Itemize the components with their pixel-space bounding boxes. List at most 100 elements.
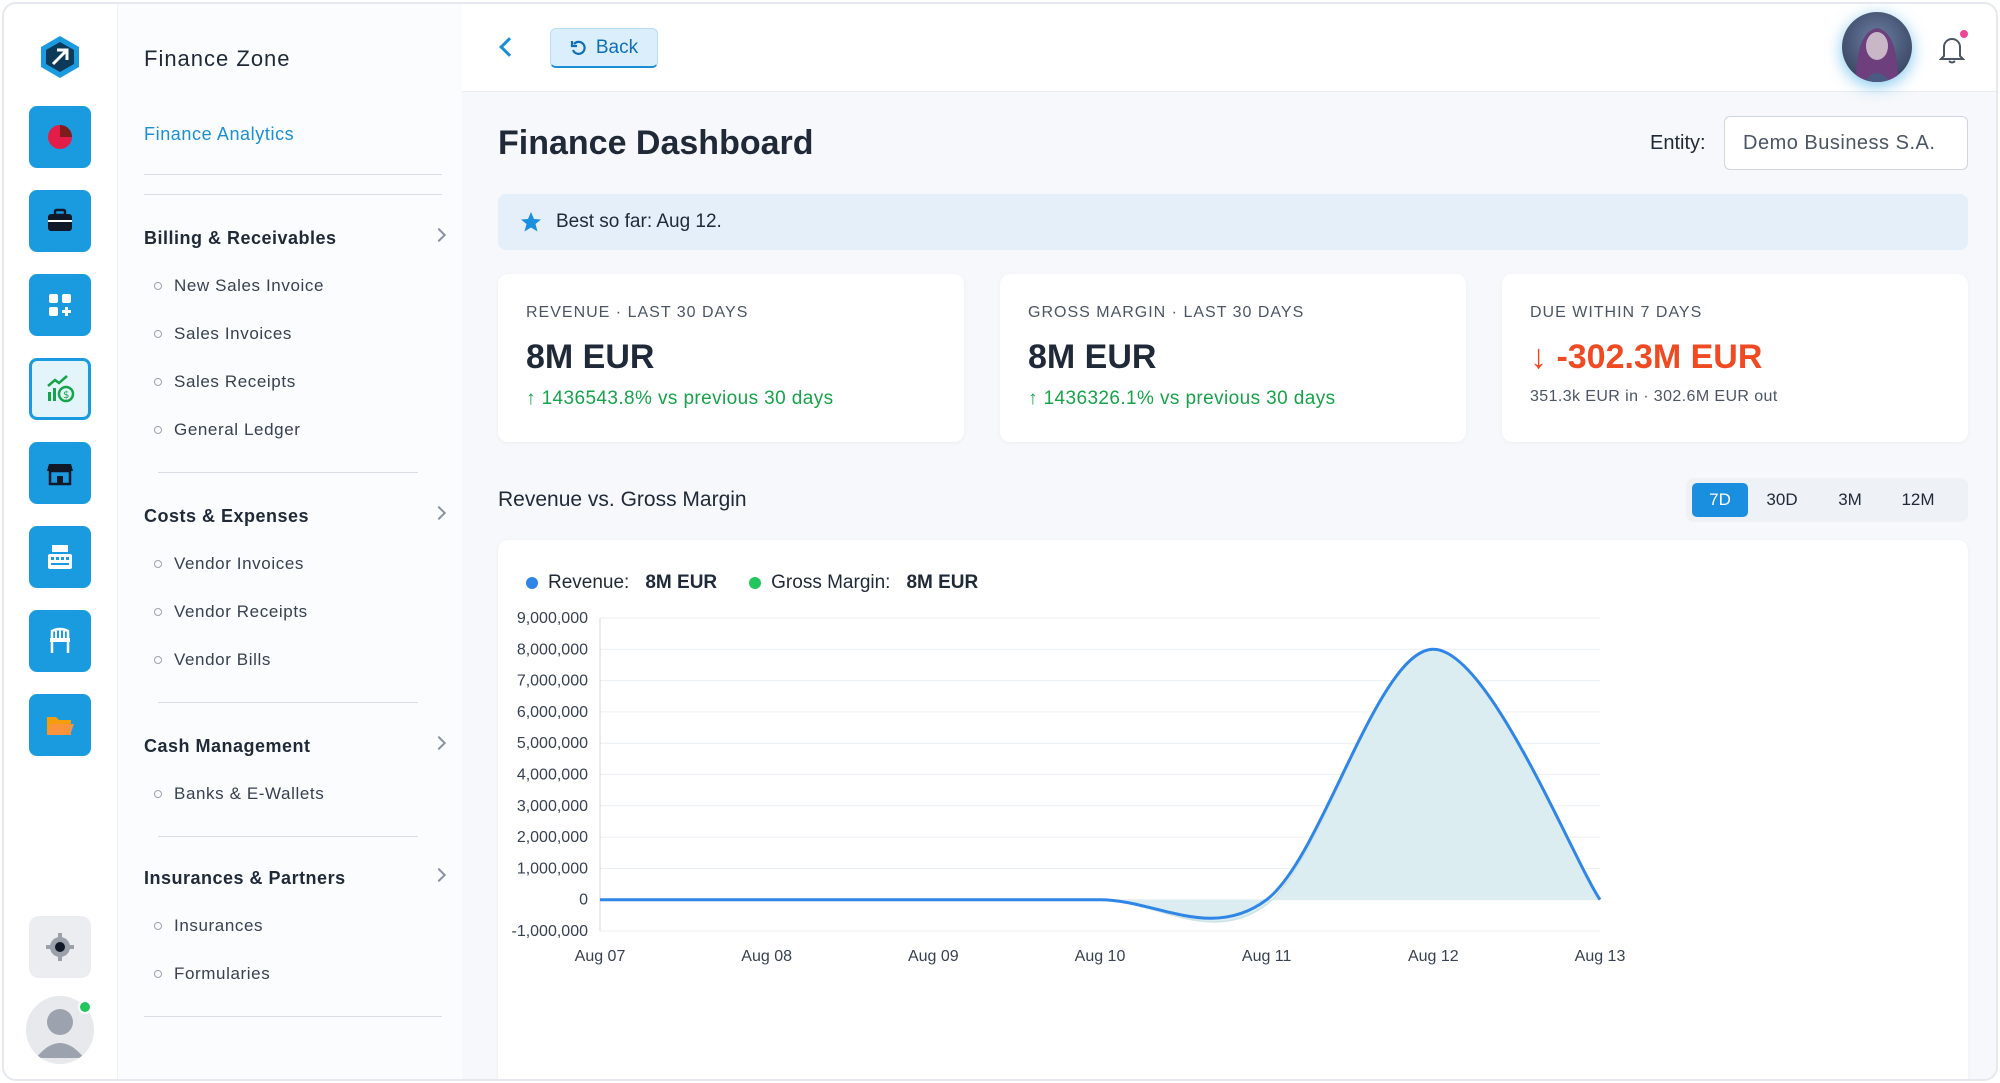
gear-icon [46, 933, 74, 961]
sidebar-item-vendor-invoices[interactable]: Vendor Invoices [154, 554, 304, 574]
range-option-3m[interactable]: 3M [1838, 490, 1862, 509]
star-icon [521, 212, 541, 232]
banner-text: Best so far: Aug 12. [556, 211, 722, 232]
legend-item-revenue[interactable]: Revenue: 8M EUR [526, 572, 717, 594]
x-tick-label: Aug 09 [908, 948, 959, 965]
finance-analytics-link[interactable]: Finance Analytics [144, 124, 295, 144]
sidebar-item-label: Vendor Bills [174, 650, 271, 669]
chevron-right-icon [431, 735, 447, 751]
kpi-label: REVENUE · LAST 30 DAYS [526, 304, 749, 321]
bullet-icon [154, 378, 162, 386]
revenue-margin-chart: 9,000,000 8,000,000 7,000,000 6,000,000 5,00… [511, 610, 1625, 965]
kpi-change-text: 1436326.1% vs previous 30 days [1043, 388, 1336, 409]
rail-briefcase-button[interactable] [29, 190, 91, 252]
legend-value: 8M EUR [645, 572, 718, 593]
sidebar-item-vendor-bills[interactable]: Vendor Bills [154, 650, 271, 670]
y-tick-label: 5,000,000 [517, 735, 588, 752]
zone-title: Finance Zone [144, 46, 291, 71]
y-tick-label: 7,000,000 [517, 673, 588, 690]
y-tick-label: 4,000,000 [517, 767, 588, 784]
y-tick-label: 2,000,000 [517, 829, 588, 846]
group-insurances-partners[interactable]: Insurances & Partners [144, 867, 447, 889]
group-cash-management[interactable]: Cash Management [144, 735, 447, 757]
arrow-down-icon: ↓ [1530, 338, 1547, 376]
briefcase-icon [48, 208, 72, 231]
x-tick-label: Aug 07 [575, 948, 626, 965]
revenue-line [600, 647, 1602, 920]
divider [158, 702, 418, 703]
bullet-icon [154, 970, 162, 978]
kpi-label: DUE WITHIN 7 DAYS [1530, 304, 1703, 321]
x-tick-label: Aug 11 [1242, 948, 1292, 965]
kpi-detail: 351.3k EUR in · 302.6M EUR out [1530, 388, 1778, 405]
app-logo-icon[interactable] [37, 34, 83, 80]
kpi-value-text: -302.3M EUR [1556, 338, 1763, 376]
range-option-7d[interactable]: 7D [1692, 483, 1748, 517]
settings-button[interactable] [29, 916, 91, 978]
divider [158, 836, 418, 837]
store-icon [47, 464, 73, 486]
divider [144, 194, 442, 195]
group-title: Insurances & Partners [144, 868, 346, 888]
money-growth-icon: $ [47, 375, 75, 403]
legend-name: Gross Margin: [771, 572, 891, 593]
rail-chair-button[interactable] [29, 610, 91, 672]
legend-swatch [526, 577, 538, 589]
sidebar-item-label: General Ledger [174, 420, 301, 439]
divider [144, 1016, 442, 1017]
bullet-icon [154, 922, 162, 930]
rail-folder-button[interactable] [29, 694, 91, 756]
back-button[interactable]: Back [550, 28, 658, 68]
group-costs-expenses[interactable]: Costs & Expenses [144, 505, 447, 527]
sidebar-item-label: Insurances [174, 916, 264, 935]
divider [144, 174, 442, 175]
sidebar-item-vendor-receipts[interactable]: Vendor Receipts [154, 602, 308, 622]
kpi-label: GROSS MARGIN · LAST 30 DAYS [1028, 304, 1305, 321]
sidebar-item-label: Vendor Invoices [174, 554, 304, 573]
x-tick-label: Aug 10 [1075, 948, 1126, 965]
sidebar-item-label: Sales Invoices [174, 324, 293, 343]
chart-title: Revenue vs. Gross Margin [498, 488, 747, 511]
cash-register-icon [48, 545, 72, 569]
arrow-up-icon: ↑ [526, 388, 536, 409]
y-tick-label: 9,000,000 [517, 610, 588, 627]
bullet-icon [154, 330, 162, 338]
apps-add-icon [49, 294, 71, 316]
sidebar-item-sales-receipts[interactable]: Sales Receipts [154, 372, 296, 392]
kpi-change-text: 1436543.8% vs previous 30 days [541, 388, 834, 409]
bullet-icon [154, 608, 162, 616]
chevron-left-icon[interactable] [499, 37, 519, 57]
entity-label: Entity: [1650, 132, 1706, 154]
sidebar-item-banks-ewallets[interactable]: Banks & E-Wallets [154, 784, 324, 804]
notification-bell-icon[interactable] [1938, 34, 1966, 64]
rail-finance-button[interactable]: $ [29, 358, 91, 420]
y-tick-label: 6,000,000 [517, 704, 588, 721]
gross-margin-area [600, 649, 1600, 922]
legend-item-gross-margin[interactable]: Gross Margin: 8M EUR [749, 572, 978, 594]
sidebar-item-formularies[interactable]: Formularies [154, 964, 270, 984]
kpi-change: ↑ 1436326.1% vs previous 30 days [1028, 388, 1336, 410]
sidebar-item-insurances[interactable]: Insurances [154, 916, 264, 936]
sidebar-item-label: Sales Receipts [174, 372, 296, 391]
bullet-icon [154, 790, 162, 798]
range-option-12m[interactable]: 12M [1901, 490, 1935, 509]
range-option-30d[interactable]: 30D [1766, 490, 1798, 509]
rail-store-button[interactable] [29, 442, 91, 504]
rail-apps-button[interactable] [29, 274, 91, 336]
page-title: Finance Dashboard [498, 124, 814, 162]
chair-icon [50, 627, 70, 653]
sidebar-item-new-sales-invoice[interactable]: New Sales Invoice [154, 276, 325, 296]
sidebar-item-label: Vendor Receipts [174, 602, 308, 621]
group-title: Billing & Receivables [144, 228, 337, 248]
rail-cash-register-button[interactable] [29, 526, 91, 588]
entity-select[interactable]: Demo Business S.A. [1724, 116, 1968, 170]
kpi-value: 8M EUR [526, 338, 655, 376]
sidebar-item-label: New Sales Invoice [174, 276, 325, 295]
top-bar: Back [462, 4, 1996, 92]
group-billing-receivables[interactable]: Billing & Receivables [144, 227, 447, 249]
user-avatar[interactable] [26, 996, 94, 1064]
sidebar-item-general-ledger[interactable]: General Ledger [154, 420, 301, 440]
sidebar-item-sales-invoices[interactable]: Sales Invoices [154, 324, 293, 344]
profile-avatar[interactable] [1842, 12, 1912, 82]
rail-pie-chart-button[interactable] [29, 106, 91, 168]
